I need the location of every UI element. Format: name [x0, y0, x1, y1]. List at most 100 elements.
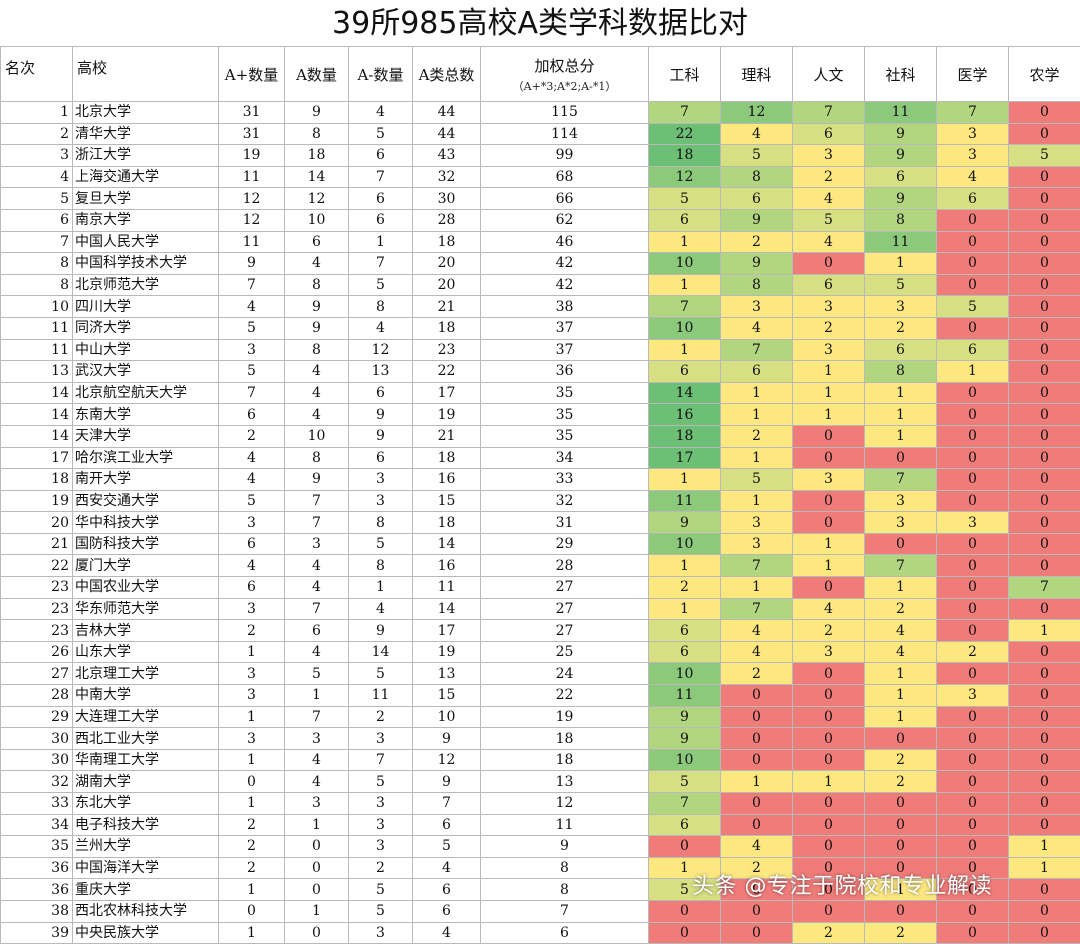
subject-cell-agriculture: 0 — [1009, 361, 1080, 383]
subject-cell-humanities: 0 — [793, 793, 865, 815]
a-count-cell: 3 — [285, 533, 349, 555]
a-count-cell: 1 — [285, 900, 349, 922]
a-count-cell: 4 — [285, 641, 349, 663]
header-subject-humanities: 人文 — [793, 47, 865, 102]
school-name-cell: 北京理工大学 — [73, 663, 219, 685]
weighted-score-cell: 25 — [481, 641, 649, 663]
subject-cell-engineering: 6 — [649, 641, 721, 663]
subject-cell-science: 3 — [721, 533, 793, 555]
a-minus-cell: 7 — [349, 166, 413, 188]
a-total-cell: 4 — [413, 857, 481, 879]
header-rank: 名次 — [1, 47, 73, 102]
subject-cell-social-science: 0 — [865, 533, 937, 555]
a-total-cell: 12 — [413, 749, 481, 771]
subject-cell-medicine: 0 — [937, 598, 1009, 620]
a-plus-cell: 6 — [219, 577, 285, 599]
a-minus-cell: 3 — [349, 793, 413, 815]
subject-cell-agriculture: 0 — [1009, 641, 1080, 663]
subject-cell-humanities: 0 — [793, 447, 865, 469]
rank-cell: 13 — [1, 361, 73, 383]
a-count-cell: 4 — [285, 749, 349, 771]
weighted-score-cell: 35 — [481, 425, 649, 447]
subject-cell-agriculture: 0 — [1009, 793, 1080, 815]
school-name-cell: 四川大学 — [73, 296, 219, 318]
a-count-cell: 7 — [285, 598, 349, 620]
page-title: 39所985高校A类学科数据比对 — [0, 0, 1080, 46]
rank-cell: 28 — [1, 685, 73, 707]
rank-cell: 6 — [1, 209, 73, 231]
subject-cell-medicine: 0 — [937, 469, 1009, 491]
a-total-cell: 9 — [413, 771, 481, 793]
subject-cell-science: 0 — [721, 922, 793, 944]
subject-cell-science: 4 — [721, 123, 793, 145]
a-minus-cell: 6 — [349, 382, 413, 404]
school-name-cell: 中国海洋大学 — [73, 857, 219, 879]
subject-cell-science: 2 — [721, 425, 793, 447]
a-count-cell: 7 — [285, 490, 349, 512]
a-count-cell: 4 — [285, 771, 349, 793]
a-total-cell: 15 — [413, 490, 481, 512]
weighted-score-cell: 19 — [481, 706, 649, 728]
subject-cell-humanities: 4 — [793, 598, 865, 620]
a-minus-cell: 5 — [349, 879, 413, 901]
header-a-plus: A+数量 — [219, 47, 285, 102]
a-count-cell: 9 — [285, 102, 349, 124]
a-count-cell: 3 — [285, 793, 349, 815]
rank-cell: 21 — [1, 533, 73, 555]
school-name-cell: 北京大学 — [73, 102, 219, 124]
weighted-score-cell: 115 — [481, 102, 649, 124]
weighted-score-cell: 36 — [481, 361, 649, 383]
subject-cell-science: 1 — [721, 577, 793, 599]
subject-cell-humanities: 5 — [793, 209, 865, 231]
a-count-cell: 6 — [285, 231, 349, 253]
subject-cell-social-science: 0 — [865, 836, 937, 858]
subject-cell-medicine: 3 — [937, 145, 1009, 167]
subject-cell-social-science: 3 — [865, 296, 937, 318]
subject-cell-science: 3 — [721, 512, 793, 534]
subject-cell-medicine: 3 — [937, 685, 1009, 707]
subject-cell-medicine: 0 — [937, 317, 1009, 339]
school-name-cell: 山东大学 — [73, 641, 219, 663]
subject-cell-engineering: 1 — [649, 598, 721, 620]
subject-cell-science: 1 — [721, 490, 793, 512]
rank-cell: 14 — [1, 382, 73, 404]
rank-cell: 18 — [1, 469, 73, 491]
subject-cell-agriculture: 0 — [1009, 728, 1080, 750]
subject-cell-medicine: 0 — [937, 209, 1009, 231]
a-plus-cell: 3 — [219, 663, 285, 685]
subject-cell-engineering: 5 — [649, 188, 721, 210]
rank-cell: 38 — [1, 900, 73, 922]
a-plus-cell: 4 — [219, 469, 285, 491]
weighted-score-cell: 99 — [481, 145, 649, 167]
a-count-cell: 8 — [285, 274, 349, 296]
subject-cell-agriculture: 0 — [1009, 209, 1080, 231]
subject-cell-medicine: 0 — [937, 922, 1009, 944]
subject-cell-science: 2 — [721, 663, 793, 685]
weighted-score-cell: 34 — [481, 447, 649, 469]
subject-cell-agriculture: 0 — [1009, 555, 1080, 577]
a-minus-cell: 5 — [349, 533, 413, 555]
a-total-cell: 6 — [413, 879, 481, 901]
subject-cell-agriculture: 0 — [1009, 253, 1080, 275]
subject-cell-agriculture: 0 — [1009, 447, 1080, 469]
school-name-cell: 重庆大学 — [73, 879, 219, 901]
a-minus-cell: 6 — [349, 145, 413, 167]
school-name-cell: 东南大学 — [73, 404, 219, 426]
school-name-cell: 天津大学 — [73, 425, 219, 447]
subject-cell-engineering: 10 — [649, 663, 721, 685]
subject-cell-medicine: 6 — [937, 339, 1009, 361]
a-count-cell: 4 — [285, 555, 349, 577]
a-count-cell: 8 — [285, 123, 349, 145]
subject-cell-social-science: 9 — [865, 145, 937, 167]
rank-cell: 14 — [1, 404, 73, 426]
school-name-cell: 西安交通大学 — [73, 490, 219, 512]
subject-cell-social-science: 5 — [865, 274, 937, 296]
subject-cell-science: 3 — [721, 296, 793, 318]
subject-cell-humanities: 2 — [793, 317, 865, 339]
